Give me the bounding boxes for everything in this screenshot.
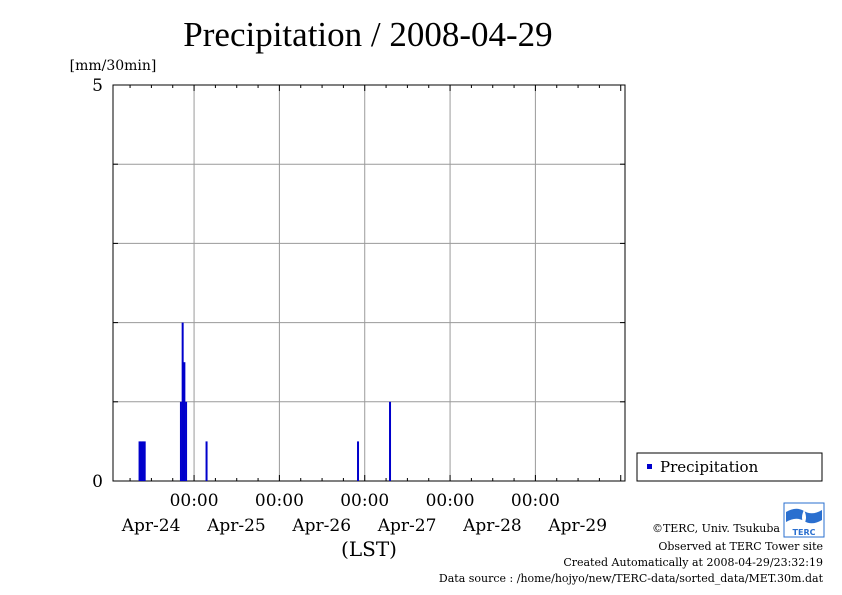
credit-copyright: ©TERC, Univ. Tsukuba [652,522,780,535]
grid-lines [113,85,625,481]
legend-marker [647,464,652,469]
logo-text: TERC [793,528,816,537]
y-tick-label: 5 [92,76,103,96]
precipitation-bar [181,322,184,481]
x-tick-time-label: 00:00 [340,491,389,511]
x-tick-date-label: Apr-24 [121,516,181,536]
y-axis-unit: [mm/30min] [70,58,157,74]
terc-logo: TERC [783,502,825,538]
x-tick-date-label: Apr-28 [462,516,522,536]
precipitation-bar [389,401,392,481]
credit-created: Created Automatically at 2008-04-29/23:3… [563,556,823,569]
legend-label: Precipitation [660,458,759,476]
x-tick-time-label: 00:00 [511,491,560,511]
precipitation-bar [205,441,208,481]
credit-site: Observed at TERC Tower site [658,540,823,553]
x-ticks: 00:00 Apr-24 00:00 Apr-25 00:00 Apr-26 00:00 Ap… [121,85,622,536]
precipitation-bar [140,441,143,481]
y-ticks: 05 [92,76,625,492]
y-tick-label: 0 [92,472,103,492]
precipitation-bar [357,441,360,481]
x-tick-time-label: 00:00 [170,491,219,511]
chart-title: Precipitation / 2008-04-29 [183,15,552,54]
precipitation-bar [141,441,144,481]
x-tick-time-label: 00:00 [426,491,475,511]
x-tick-date-label: Apr-26 [291,516,351,536]
precipitation-bar [143,441,146,481]
x-tick-date-label: Apr-29 [547,516,607,536]
precipitation-bar [183,362,186,481]
bar-series-precipitation [138,322,392,481]
x-tick-time-label: 00:00 [255,491,304,511]
x-axis-label: (LST) [341,537,397,561]
x-tick-date-label: Apr-25 [206,516,266,536]
legend-box [636,452,823,482]
plot-frame [112,84,626,482]
precipitation-bar [185,401,188,481]
precipitation-bar [138,441,141,481]
legend: Precipitation [636,452,823,482]
x-tick-date-label: Apr-27 [377,516,437,536]
credit-source: Data source : /home/hojyo/new/TERC-data/… [439,572,824,585]
precipitation-bar [179,401,182,481]
